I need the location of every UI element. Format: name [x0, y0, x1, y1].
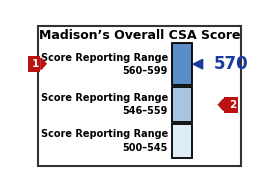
Text: Score Reporting Range
560–599: Score Reporting Range 560–599	[41, 52, 168, 76]
FancyBboxPatch shape	[172, 124, 192, 158]
Text: 2: 2	[229, 100, 236, 110]
FancyBboxPatch shape	[172, 43, 192, 85]
FancyBboxPatch shape	[28, 56, 40, 72]
FancyBboxPatch shape	[172, 87, 192, 122]
Text: Madison’s Overall CSA Score: Madison’s Overall CSA Score	[39, 29, 240, 42]
FancyBboxPatch shape	[224, 97, 238, 113]
FancyBboxPatch shape	[38, 26, 240, 166]
Polygon shape	[41, 58, 46, 70]
Polygon shape	[218, 99, 224, 111]
Text: Score Reporting Range
500–545: Score Reporting Range 500–545	[41, 129, 168, 153]
Text: 570: 570	[214, 55, 249, 73]
Text: Score Reporting Range
546–559: Score Reporting Range 546–559	[41, 93, 168, 116]
Polygon shape	[193, 59, 203, 69]
Text: 1: 1	[32, 59, 39, 69]
